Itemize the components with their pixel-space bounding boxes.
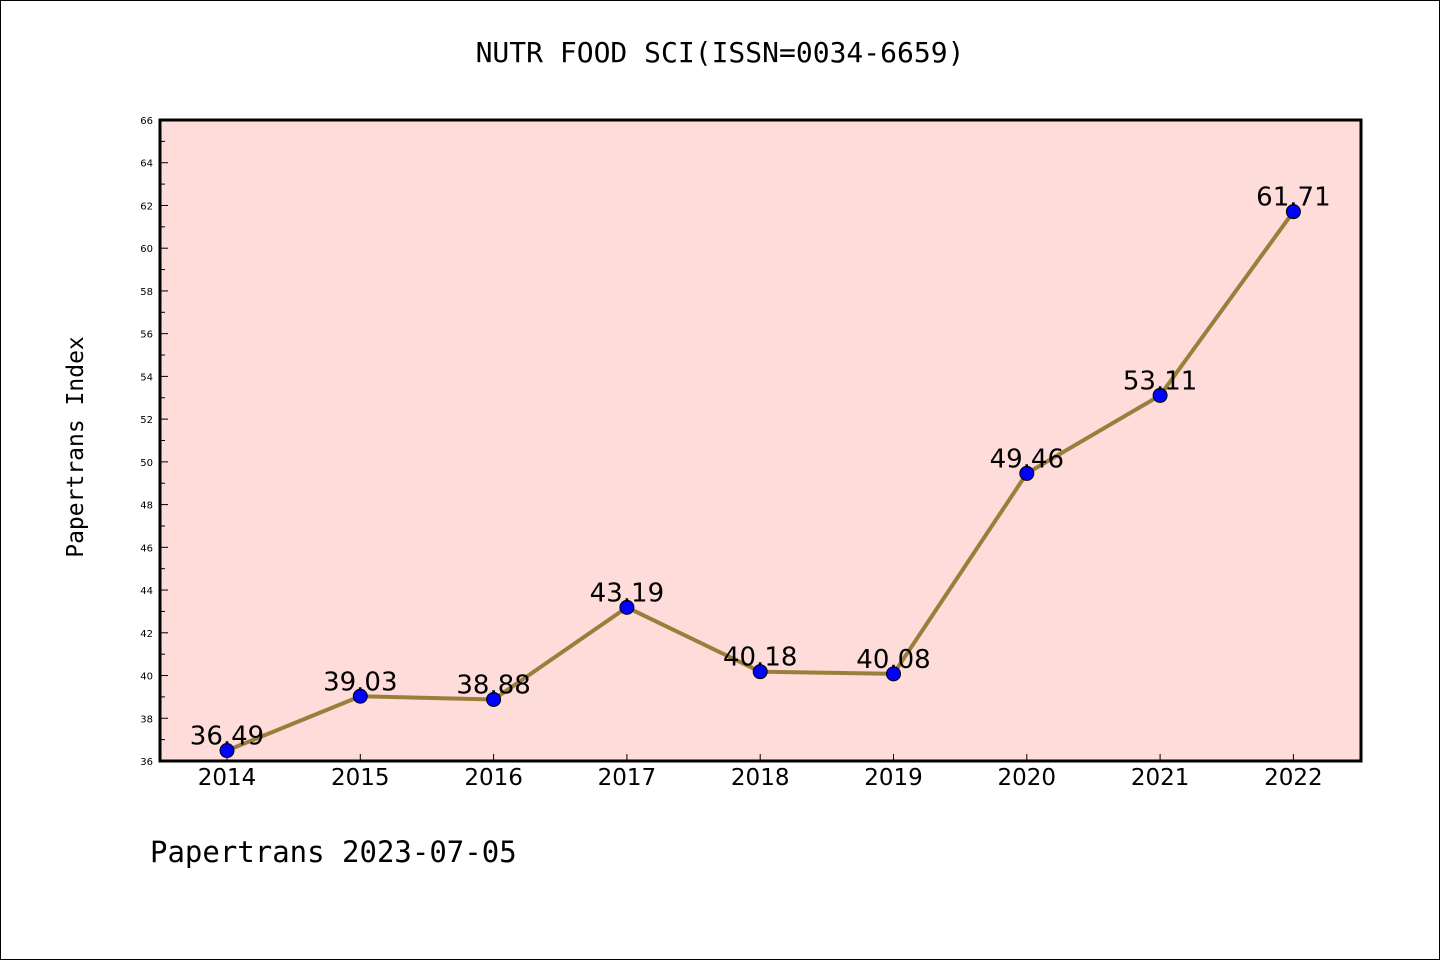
- data-point: [219, 743, 235, 759]
- x-tick-label: 2022: [1264, 765, 1323, 791]
- x-tick-label: 2016: [464, 765, 523, 791]
- data-point: [486, 691, 502, 707]
- data-label: 40.18: [723, 643, 797, 673]
- data-label: 49.46: [990, 444, 1064, 474]
- y-tick-label: 62: [140, 201, 153, 212]
- x-tick-label: 2017: [598, 765, 657, 791]
- y-tick-label: 38: [140, 714, 153, 725]
- data-point: [1285, 204, 1301, 220]
- x-tick-label: 2020: [998, 765, 1057, 791]
- plot-border: [158, 118, 1363, 763]
- y-tick-label: 36: [140, 757, 153, 768]
- data-point: [752, 664, 768, 680]
- y-tick-label: 58: [140, 287, 153, 298]
- series-layer: 36.49 39.03 38.88 43.19 40.18 40.08 49.46 53.11…: [190, 183, 1331, 759]
- y-tick-label: 52: [140, 415, 153, 426]
- y-tick-label: 48: [140, 501, 153, 512]
- data-point: [1152, 387, 1168, 403]
- data-point: [1019, 465, 1035, 481]
- x-tick-label: 2019: [864, 765, 923, 791]
- data-label: 53.11: [1123, 366, 1197, 396]
- data-label: 36.49: [190, 722, 264, 752]
- x-tick-label: 2021: [1131, 765, 1190, 791]
- y-tick-label: 60: [140, 244, 153, 255]
- y-tick-label: 54: [140, 372, 153, 383]
- y-tick-label: 50: [140, 458, 153, 469]
- x-tick-label: 2015: [331, 765, 390, 791]
- x-tick-label: 2018: [731, 765, 790, 791]
- data-label: 40.08: [856, 645, 930, 675]
- y-tick-label: 56: [140, 330, 153, 341]
- y-tick-label: 46: [140, 543, 153, 554]
- x-tick-label: 2014: [198, 765, 257, 791]
- data-point: [619, 599, 635, 615]
- data-point: [352, 688, 368, 704]
- chart-title: NUTR FOOD SCI(ISSN=0034-6659): [475, 36, 965, 69]
- x-axis: 2014 2015 2016 2017 2018 2019 2020 2021 2022: [198, 754, 1323, 791]
- footer-note: Papertrans 2023-07-05: [150, 835, 517, 869]
- data-label: 38.88: [456, 670, 530, 700]
- plot-area: [160, 120, 1361, 761]
- data-point: [886, 666, 901, 682]
- y-tick-label: 42: [140, 629, 153, 640]
- y-tick-label: 40: [140, 672, 153, 683]
- y-tick-label: 66: [140, 116, 153, 127]
- y-tick-label: 44: [140, 586, 153, 597]
- y-tick-label: 64: [140, 159, 153, 170]
- data-label: 39.03: [323, 667, 397, 697]
- y-axis-title: Papertrans Index: [63, 336, 89, 558]
- data-label: 61.71: [1256, 183, 1330, 213]
- data-label: 43.19: [590, 578, 664, 608]
